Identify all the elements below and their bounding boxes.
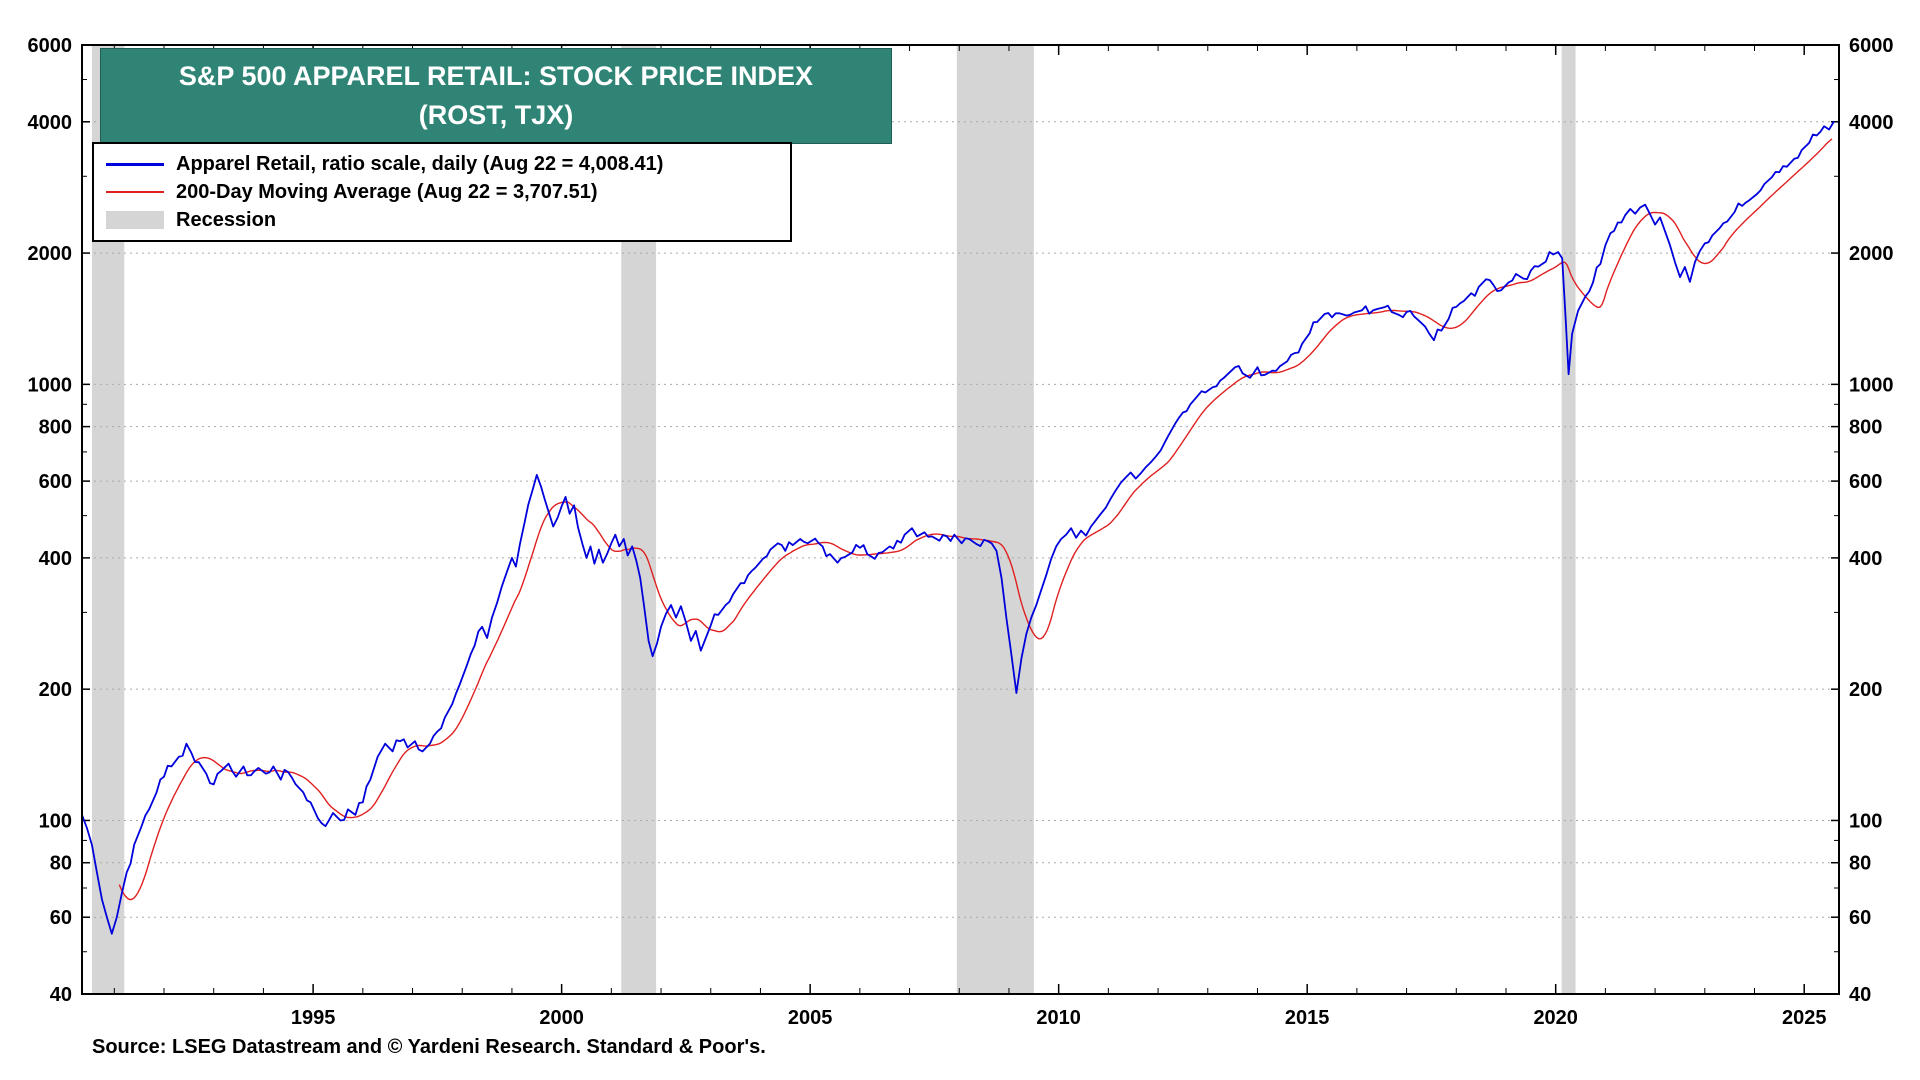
svg-text:60: 60 [50, 907, 72, 929]
svg-text:2000: 2000 [28, 243, 73, 265]
svg-text:2000: 2000 [1849, 243, 1894, 265]
legend-label: 200-Day Moving Average (Aug 22 = 3,707.5… [176, 180, 598, 203]
svg-text:200: 200 [39, 679, 72, 701]
svg-text:600: 600 [39, 471, 72, 493]
chart-title-line2: (ROST, TJX) [418, 100, 574, 131]
svg-text:40: 40 [50, 984, 72, 1006]
svg-text:400: 400 [1849, 548, 1882, 570]
svg-text:2005: 2005 [788, 1007, 833, 1029]
blue-line-swatch [106, 162, 164, 166]
svg-text:6000: 6000 [1849, 35, 1894, 57]
source-attribution: Source: LSEG Datastream and © Yardeni Re… [92, 1036, 766, 1058]
svg-text:40: 40 [1849, 984, 1871, 1006]
red-line-swatch [106, 191, 164, 193]
svg-text:100: 100 [39, 810, 72, 832]
svg-text:4000: 4000 [1849, 112, 1894, 134]
svg-text:800: 800 [1849, 417, 1882, 439]
svg-text:1000: 1000 [28, 374, 73, 396]
svg-text:2010: 2010 [1036, 1007, 1081, 1029]
svg-text:2000: 2000 [539, 1007, 584, 1029]
svg-text:200: 200 [1849, 679, 1882, 701]
legend-label: Recession [176, 208, 277, 231]
svg-text:2020: 2020 [1533, 1007, 1578, 1029]
legend-item-moving-average: 200-Day Moving Average (Aug 22 = 3,707.5… [106, 178, 780, 206]
legend-item-apparel-retail: Apparel Retail, ratio scale, daily (Aug … [106, 150, 780, 178]
svg-text:100: 100 [1849, 810, 1882, 832]
legend-label: Apparel Retail, ratio scale, daily (Aug … [176, 152, 664, 175]
legend-item-recession: Recession [106, 206, 780, 234]
svg-text:800: 800 [39, 417, 72, 439]
svg-text:600: 600 [1849, 471, 1882, 493]
svg-text:400: 400 [39, 548, 72, 570]
chart-title-line1: S&P 500 APPAREL RETAIL: STOCK PRICE INDE… [178, 61, 814, 91]
svg-text:2025: 2025 [1782, 1007, 1827, 1029]
svg-text:1995: 1995 [291, 1007, 336, 1029]
chart-legend: Apparel Retail, ratio scale, daily (Aug … [92, 142, 792, 242]
svg-text:60: 60 [1849, 907, 1871, 929]
chart-title: S&P 500 APPAREL RETAIL: STOCK PRICE INDE… [100, 48, 892, 145]
recession-swatch [106, 211, 164, 229]
svg-text:80: 80 [50, 853, 72, 875]
svg-text:1000: 1000 [1849, 374, 1894, 396]
svg-text:6000: 6000 [28, 35, 73, 57]
svg-text:2015: 2015 [1285, 1007, 1330, 1029]
svg-text:4000: 4000 [28, 112, 73, 134]
svg-text:80: 80 [1849, 853, 1871, 875]
